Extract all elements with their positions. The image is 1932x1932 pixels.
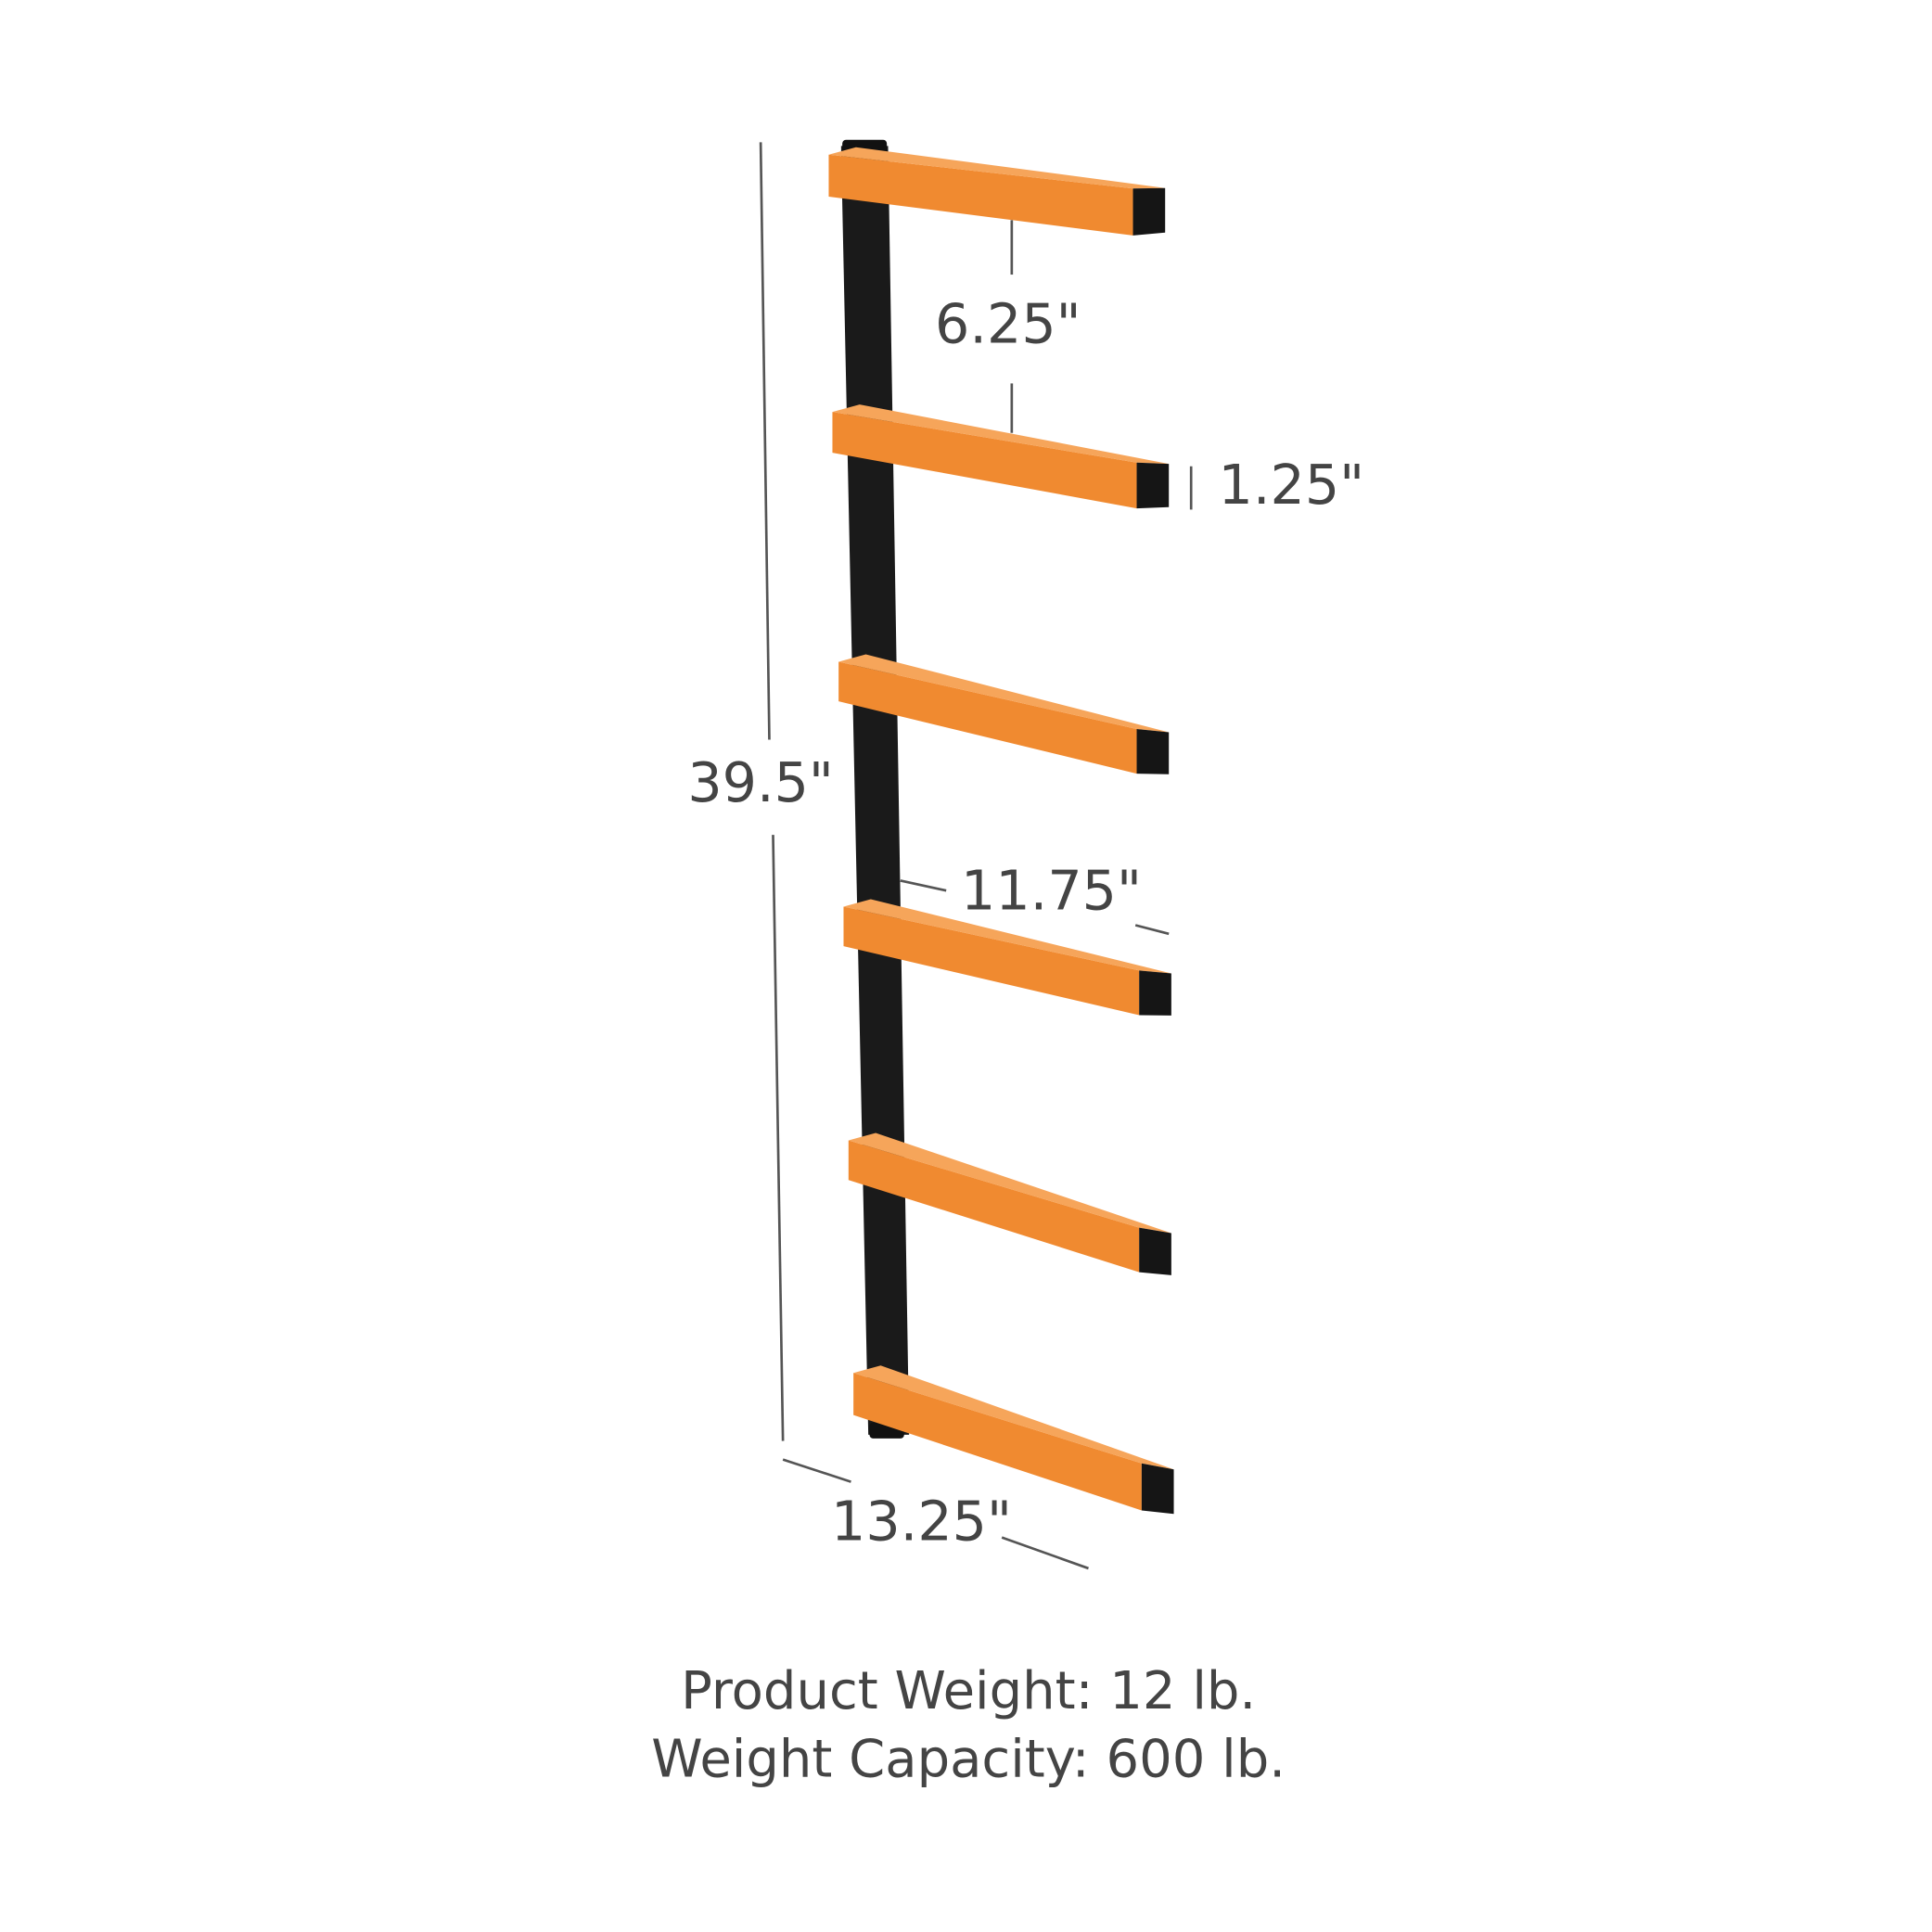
- overall-depth-label: 13.25": [831, 1490, 1012, 1553]
- arm-end-cap: [1132, 187, 1166, 236]
- arm: [838, 661, 1137, 774]
- arm-top: [828, 147, 1166, 189]
- arm: [843, 906, 1140, 1016]
- arm-top: [843, 899, 1171, 974]
- shelf-spacing-label: 6.25": [935, 292, 1081, 355]
- arm-end-cap: [1136, 462, 1170, 509]
- total-height-label: 39.5": [687, 751, 834, 814]
- arm-end-cap: [1139, 970, 1171, 1016]
- post: [840, 146, 910, 1435]
- product-weight: Product Weight: 12 lb.: [681, 1661, 1256, 1721]
- arm-end-cap: [1136, 729, 1170, 774]
- arm-top: [853, 1365, 1174, 1470]
- arm-end-cap: [1139, 1227, 1171, 1275]
- dimension-lines: [759, 142, 1193, 1570]
- rack: [828, 139, 1174, 1515]
- arm: [828, 154, 1133, 236]
- arm: [848, 1140, 1140, 1273]
- arm-length-label: 11.75": [961, 859, 1142, 922]
- arm-thickness-label: 1.25": [1219, 454, 1365, 517]
- arm-top: [832, 404, 1170, 465]
- arm: [832, 412, 1137, 509]
- weight-capacity: Weight Capacity: 600 lb.: [651, 1729, 1286, 1789]
- arm-end-cap: [1141, 1463, 1174, 1515]
- arm-top: [838, 654, 1170, 733]
- arm: [853, 1373, 1142, 1511]
- arm-top: [848, 1132, 1171, 1234]
